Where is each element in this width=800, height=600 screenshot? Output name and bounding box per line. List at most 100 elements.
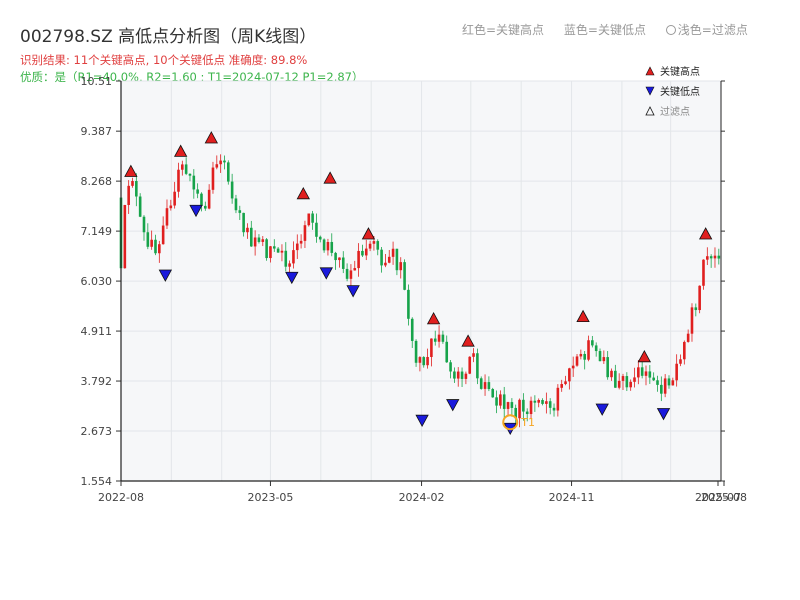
candle-body — [476, 353, 479, 379]
candle — [292, 241, 295, 269]
candle-body — [349, 270, 353, 279]
candle — [391, 241, 395, 265]
key-high-marker — [296, 186, 310, 200]
candle — [123, 204, 127, 269]
candle — [514, 404, 518, 423]
candle-body — [158, 244, 161, 254]
candle — [181, 160, 184, 176]
candle — [698, 285, 701, 314]
candle-body — [652, 377, 655, 381]
candle — [633, 367, 636, 388]
legend-label: 过滤点 — [660, 105, 690, 118]
candle-body — [606, 357, 609, 378]
candle-body — [464, 373, 468, 379]
candle — [445, 335, 449, 363]
candle-body — [472, 353, 475, 357]
candle-body — [387, 256, 391, 263]
candle-body — [499, 394, 502, 406]
candle — [169, 199, 173, 211]
candle-body — [368, 243, 372, 249]
candle-body — [165, 208, 169, 226]
candle — [353, 260, 357, 271]
candle-body — [506, 402, 510, 409]
candle-body — [276, 248, 280, 253]
candle-body — [660, 384, 663, 394]
candle — [518, 398, 521, 428]
candle — [380, 246, 383, 273]
candle — [246, 223, 249, 239]
x-tick-label: 2024-11 — [549, 491, 595, 504]
legend-label: 关键低点 — [660, 85, 700, 98]
candle — [349, 264, 353, 287]
candle-body — [123, 204, 127, 269]
candle-body — [234, 198, 238, 211]
candle-body — [579, 353, 583, 357]
key-high-marker — [323, 171, 337, 184]
candle — [215, 155, 219, 170]
candle-body — [629, 381, 632, 388]
candle — [483, 374, 487, 396]
key-low-marker — [319, 267, 333, 280]
candle-body — [709, 256, 713, 259]
key-high-marker — [698, 227, 713, 240]
candle — [135, 173, 138, 207]
candle — [694, 303, 698, 317]
candle-body — [361, 250, 364, 256]
legend-label: 关键高点 — [660, 65, 700, 78]
candle-body — [399, 262, 403, 271]
candle — [226, 160, 230, 185]
candle — [269, 245, 272, 263]
candle — [299, 234, 303, 249]
candle — [230, 173, 234, 204]
candle — [376, 239, 380, 256]
candle — [713, 247, 717, 268]
candle — [357, 243, 360, 277]
y-tick-label: 10.51 — [81, 75, 113, 88]
candle — [621, 373, 625, 390]
candle — [686, 329, 690, 343]
candle — [675, 354, 678, 387]
candle-body — [702, 259, 705, 286]
candle — [138, 193, 142, 218]
candle-body — [648, 371, 652, 378]
candle-body — [602, 357, 606, 362]
candle — [571, 356, 575, 377]
candle — [131, 177, 134, 188]
candle-body — [345, 268, 349, 279]
candle — [667, 375, 671, 389]
candle-body — [403, 262, 406, 290]
candle — [479, 376, 483, 390]
candle-body — [441, 334, 445, 342]
x-tick-label: 2024-02 — [399, 491, 445, 504]
candle — [265, 238, 268, 261]
candle-body — [545, 401, 548, 404]
candle — [384, 253, 387, 268]
candle-body — [138, 196, 142, 217]
candle-body — [173, 191, 176, 206]
candle-body — [200, 193, 203, 206]
candle — [502, 386, 506, 419]
candle-body — [583, 353, 586, 360]
candle-body — [525, 411, 529, 415]
candle — [548, 398, 552, 415]
candle — [219, 154, 222, 173]
x-tick-label: 2025-07 — [695, 491, 741, 504]
candle — [334, 251, 337, 270]
candle-body — [445, 341, 449, 363]
candle-body — [127, 185, 130, 205]
candle — [594, 342, 598, 357]
y-tick-label: 2.673 — [81, 425, 113, 438]
candle-body — [188, 173, 192, 176]
candle — [552, 403, 556, 417]
grid-lines — [121, 80, 721, 482]
y-tick-label: 7.149 — [81, 225, 113, 238]
legend-filtered-label: 浅色=过滤点 — [677, 23, 748, 37]
candle — [441, 330, 445, 344]
candle-body — [502, 394, 506, 409]
candle — [207, 184, 211, 210]
t1-marker — [502, 414, 519, 431]
candle-body — [353, 268, 357, 271]
candle-body — [341, 257, 345, 269]
candle — [368, 240, 372, 252]
candle-body — [656, 380, 659, 385]
